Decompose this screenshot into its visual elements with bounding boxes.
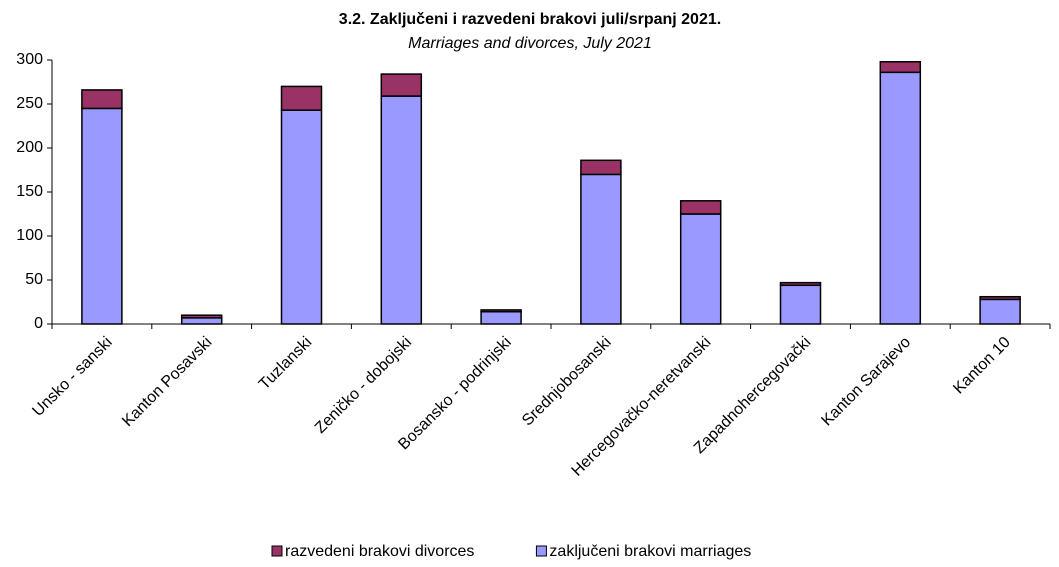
chart-subtitle: Marriages and divorces, July 2021 <box>408 35 652 52</box>
legend-swatch <box>535 545 547 557</box>
x-tick-label: Unsko - sanski <box>29 334 115 420</box>
bar-segment <box>679 213 722 325</box>
legend-swatch <box>271 545 283 557</box>
y-tick-label: 50 <box>25 271 43 288</box>
bar-segment <box>979 298 1021 325</box>
legend-label: zaključeni brakovi marriages <box>549 543 751 560</box>
bar-segment <box>480 310 522 325</box>
y-tick-label: 200 <box>16 139 43 156</box>
y-tick-label: 100 <box>16 227 43 244</box>
y-tick-label: 300 <box>16 51 43 68</box>
bar-segment <box>180 317 223 325</box>
bar-segment <box>879 61 922 74</box>
y-tick-label: 0 <box>34 315 43 332</box>
x-tick-label: Kanton Posavski <box>119 334 215 430</box>
y-tick-label: 150 <box>16 183 43 200</box>
bar-segment <box>580 173 622 325</box>
bar-segment <box>280 109 323 325</box>
bar-segment <box>380 73 423 97</box>
bar-segment <box>480 309 522 313</box>
x-tick-label: Kanton 10 <box>950 334 1014 398</box>
y-tick-label: 250 <box>16 95 43 112</box>
bar-segment <box>280 85 323 111</box>
x-tick-label: Zapadnohercegovački <box>691 334 814 457</box>
bar-segment <box>380 95 423 325</box>
x-tick-label: Srednjobosanski <box>519 334 615 430</box>
x-tick-label: Kanton Sarajevo <box>818 334 914 430</box>
x-tick-label: Tuzlanski <box>256 334 315 393</box>
bar-segment <box>679 200 722 215</box>
bar-segment <box>779 284 822 325</box>
bar-segment <box>81 107 123 325</box>
bar-segment <box>979 295 1021 301</box>
x-tick-label: Bosansko - podrinjski <box>395 334 515 454</box>
bar-segment <box>180 314 223 319</box>
bar-segment <box>580 159 622 176</box>
bar-segment <box>779 281 822 287</box>
bar-segment <box>81 89 123 110</box>
x-tick-label: Zeničko - dobojski <box>312 334 415 437</box>
legend-label: razvedeni brakovi divorces <box>285 543 474 560</box>
chart-title: 3.2. Zaključeni i razvedeni brakovi juli… <box>339 11 721 28</box>
bar-segment <box>879 71 922 325</box>
